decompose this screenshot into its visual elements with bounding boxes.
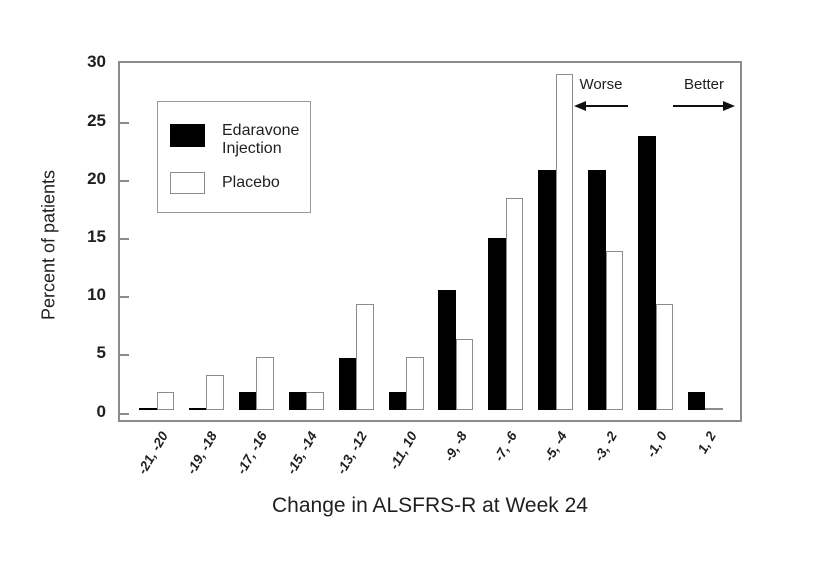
bar-placebo xyxy=(356,303,374,410)
bar-placebo xyxy=(505,197,524,410)
x-tick-label: -7, -6 xyxy=(491,429,520,464)
legend-label-placebo: Placebo xyxy=(222,174,280,191)
bar-edaravone xyxy=(139,407,157,410)
y-tick xyxy=(120,121,129,124)
bar-placebo xyxy=(406,357,424,410)
y-tick-label: 20 xyxy=(87,168,106,188)
legend-swatch-placebo xyxy=(170,172,205,194)
better-annotation: Better xyxy=(672,76,736,112)
y-tick-label: 5 xyxy=(96,343,106,363)
y-tick xyxy=(120,354,129,357)
x-tick-label: -21, -20 xyxy=(134,429,171,477)
arrow-left-icon xyxy=(574,101,628,111)
y-tick-label: 25 xyxy=(87,110,106,130)
bar-edaravone xyxy=(238,392,257,410)
y-tick-label: 30 xyxy=(87,52,106,72)
bar-placebo xyxy=(605,251,624,410)
bar-edaravone xyxy=(687,392,706,410)
x-tick-label: -1, 0 xyxy=(642,429,670,460)
x-axis-title: Change in ALSFRS-R at Week 24 xyxy=(272,494,588,517)
bar-placebo xyxy=(206,374,224,410)
x-tick-label: -9, -8 xyxy=(441,429,470,464)
bar-edaravone xyxy=(588,169,606,410)
x-tick-label: -13, -12 xyxy=(333,429,371,477)
legend-swatch-edaravone xyxy=(170,124,205,147)
bar-placebo xyxy=(455,338,474,410)
bar-placebo xyxy=(156,392,174,410)
bar-edaravone xyxy=(538,169,556,410)
bar-placebo xyxy=(306,392,324,410)
legend: Edaravone Injection Placebo xyxy=(157,101,311,213)
bar-edaravone xyxy=(388,392,406,410)
arrow-right-icon xyxy=(673,101,735,111)
x-tick-label: -3, -2 xyxy=(590,429,620,464)
bar-placebo xyxy=(555,74,574,410)
bar-edaravone xyxy=(438,289,456,410)
plot-area xyxy=(118,61,742,422)
y-tick xyxy=(120,412,129,415)
y-tick xyxy=(120,237,129,240)
y-axis-title: Percent of patients xyxy=(38,169,59,321)
worse-label: Worse xyxy=(579,76,623,93)
x-tick-label: 1, 2 xyxy=(695,429,720,457)
x-tick-label: -19, -18 xyxy=(184,429,221,477)
bar-edaravone xyxy=(338,358,357,410)
y-tick-label: 10 xyxy=(87,285,106,305)
bar-placebo xyxy=(705,407,723,410)
worse-annotation: Worse xyxy=(572,76,630,112)
bar-placebo xyxy=(256,357,274,410)
bar-edaravone xyxy=(638,135,656,410)
y-tick-label: 15 xyxy=(87,226,106,246)
bar-edaravone xyxy=(188,407,207,410)
y-tick xyxy=(120,179,129,182)
bar-edaravone xyxy=(288,392,307,410)
legend-label-edaravone: Edaravone Injection xyxy=(222,122,300,157)
y-tick xyxy=(120,296,129,299)
x-tick-label: -11, 10 xyxy=(386,429,420,473)
y-tick-label: 0 xyxy=(96,401,106,421)
better-label: Better xyxy=(683,76,725,93)
x-tick-label: -15, -14 xyxy=(283,429,321,477)
bar-placebo xyxy=(655,303,673,410)
x-tick-label: -17, -16 xyxy=(234,429,271,477)
bar-edaravone xyxy=(488,238,506,410)
x-tick-label: -5, -4 xyxy=(540,429,570,464)
